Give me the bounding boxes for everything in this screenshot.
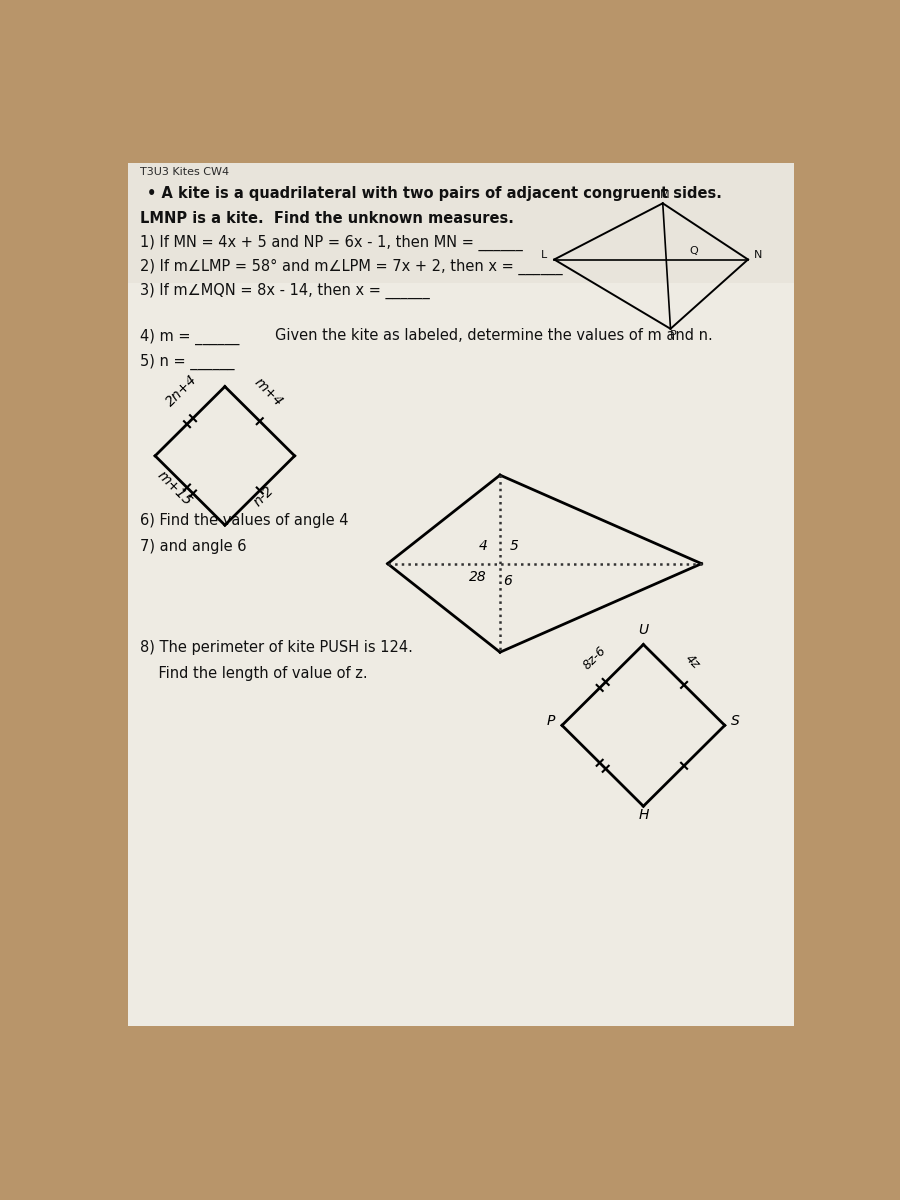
FancyBboxPatch shape: [128, 163, 795, 282]
Text: Given the kite as labeled, determine the values of m and n.: Given the kite as labeled, determine the…: [275, 329, 713, 343]
Text: 4: 4: [479, 539, 488, 553]
Text: H: H: [638, 808, 649, 822]
Text: 3) If m∠MQN = 8x - 14, then x = ______: 3) If m∠MQN = 8x - 14, then x = ______: [140, 283, 429, 299]
Text: P: P: [670, 330, 676, 340]
Text: S: S: [731, 714, 740, 728]
Text: Q: Q: [689, 246, 698, 256]
Text: LMNP is a kite.  Find the unknown measures.: LMNP is a kite. Find the unknown measure…: [140, 211, 514, 227]
Text: Find the length of value of z.: Find the length of value of z.: [140, 666, 367, 680]
Text: P: P: [547, 714, 555, 728]
Text: 5) n = ______: 5) n = ______: [140, 354, 234, 370]
Text: U: U: [638, 623, 648, 637]
Text: n-2: n-2: [250, 482, 276, 509]
Text: 4) m = ______: 4) m = ______: [140, 329, 239, 344]
Text: L: L: [541, 250, 547, 260]
Text: 2n+4: 2n+4: [163, 372, 200, 409]
Text: M: M: [661, 190, 670, 200]
Text: m+15: m+15: [155, 468, 194, 509]
Text: 1) If MN = 4x + 5 and NP = 6x - 1, then MN = ______: 1) If MN = 4x + 5 and NP = 6x - 1, then …: [140, 235, 522, 251]
FancyBboxPatch shape: [128, 163, 795, 1026]
Text: 8z-6: 8z-6: [580, 643, 608, 672]
Text: 7) and angle 6: 7) and angle 6: [140, 539, 246, 553]
Text: m+4: m+4: [251, 376, 285, 409]
Text: N: N: [754, 250, 762, 260]
Text: 8) The perimeter of kite PUSH is 124.: 8) The perimeter of kite PUSH is 124.: [140, 641, 412, 655]
Text: 6) Find the values of angle 4: 6) Find the values of angle 4: [140, 514, 348, 528]
Text: 6: 6: [503, 575, 512, 588]
Text: 5: 5: [509, 539, 518, 553]
Text: T3U3 Kites CW4: T3U3 Kites CW4: [140, 167, 229, 176]
Text: • A kite is a quadrilateral with two pairs of adjacent congruent sides.: • A kite is a quadrilateral with two pai…: [148, 186, 722, 200]
Text: 2) If m∠LMP = 58° and m∠LPM = 7x + 2, then x = ______: 2) If m∠LMP = 58° and m∠LPM = 7x + 2, th…: [140, 259, 562, 275]
Text: 28: 28: [470, 570, 487, 583]
Text: 4z: 4z: [682, 653, 702, 672]
